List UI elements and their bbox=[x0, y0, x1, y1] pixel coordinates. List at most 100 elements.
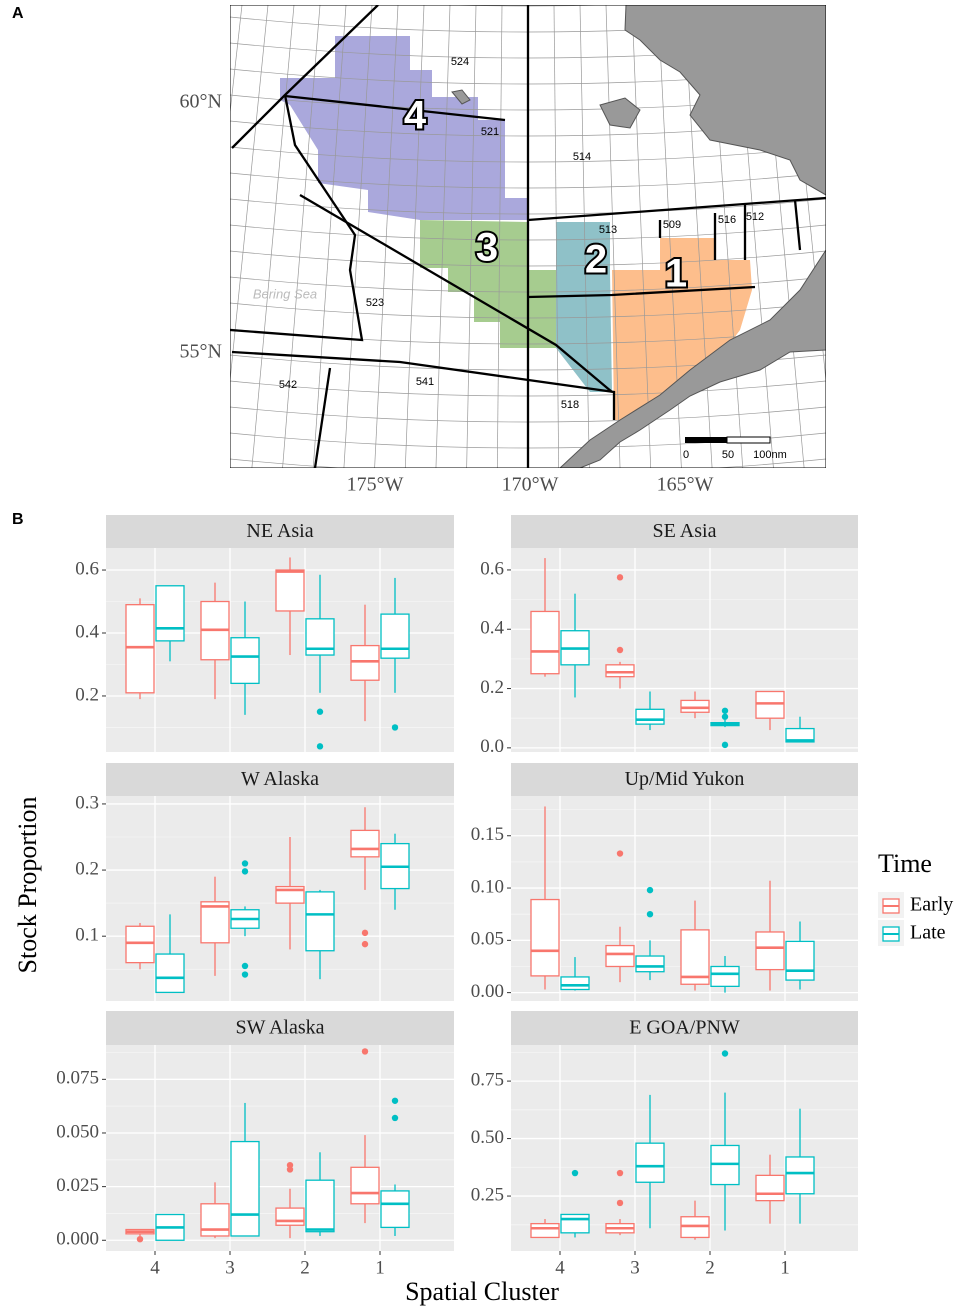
lat-label: 55°N bbox=[180, 341, 222, 363]
land bbox=[559, 249, 826, 468]
y-tick-label: 0.10 bbox=[471, 876, 504, 897]
area-label: 542 bbox=[279, 379, 297, 391]
boundary bbox=[793, 199, 802, 251]
y-axis-title: Stock Proportion bbox=[13, 797, 42, 974]
outlier bbox=[616, 1169, 624, 1177]
island bbox=[599, 97, 641, 129]
area-label: 541 bbox=[416, 376, 434, 388]
box bbox=[200, 1203, 230, 1237]
outlier bbox=[646, 910, 654, 918]
y-tick-label: 0.4 bbox=[480, 618, 504, 639]
box bbox=[155, 585, 185, 642]
y-tick-label: 0.075 bbox=[56, 1068, 99, 1089]
legend-label: Late bbox=[910, 922, 946, 944]
x-tick-label: 4 bbox=[555, 1257, 565, 1278]
outlier bbox=[361, 1048, 369, 1055]
outlier bbox=[721, 707, 729, 714]
meridian bbox=[840, 5, 896, 468]
outlier bbox=[361, 940, 369, 948]
box bbox=[710, 965, 740, 988]
land bbox=[624, 5, 826, 196]
x-tick-label: 4 bbox=[150, 1257, 160, 1278]
cluster-label: 3 bbox=[476, 226, 498, 270]
y-tick-label: 0.3 bbox=[75, 792, 99, 813]
box bbox=[350, 829, 380, 858]
x-tick-label: 1 bbox=[780, 1257, 790, 1278]
cluster-label: 1 bbox=[665, 252, 687, 296]
meridian bbox=[466, 5, 477, 468]
box bbox=[635, 955, 665, 973]
facet-title: W Alaska bbox=[241, 768, 319, 790]
meridian bbox=[251, 5, 295, 468]
strip bbox=[511, 1011, 858, 1045]
area-label: 524 bbox=[451, 56, 469, 68]
outlier bbox=[316, 743, 324, 750]
outlier bbox=[616, 1199, 624, 1207]
island bbox=[451, 89, 471, 105]
meridian bbox=[579, 5, 590, 468]
outlier bbox=[646, 886, 654, 894]
parallel bbox=[230, 458, 826, 468]
box bbox=[275, 569, 305, 612]
lon-label: 175°W bbox=[347, 474, 404, 496]
strip bbox=[511, 763, 858, 796]
boundary bbox=[313, 367, 332, 468]
lon-label: 170°W bbox=[502, 474, 559, 496]
outlier bbox=[136, 1235, 144, 1243]
x-tick-label: 3 bbox=[225, 1257, 235, 1278]
y-tick-label: 0.6 bbox=[75, 558, 99, 579]
y-tick-label: 0.75 bbox=[471, 1069, 504, 1090]
y-tick-label: 0.0 bbox=[480, 736, 504, 757]
box bbox=[605, 664, 635, 678]
outlier bbox=[241, 971, 249, 978]
strip bbox=[106, 763, 454, 796]
outlier bbox=[316, 708, 324, 715]
x-tick-label: 2 bbox=[300, 1257, 310, 1278]
cluster-label: 4 bbox=[404, 94, 427, 138]
facet-title: SW Alaska bbox=[235, 1017, 324, 1039]
outlier bbox=[286, 1166, 294, 1173]
y-tick-label: 0.05 bbox=[471, 929, 504, 950]
x-tick-label: 3 bbox=[630, 1257, 640, 1278]
cluster-region bbox=[420, 220, 556, 348]
box bbox=[275, 1207, 305, 1226]
area-label: 513 bbox=[599, 224, 617, 236]
meridian bbox=[282, 5, 321, 468]
boundary bbox=[527, 285, 756, 299]
box bbox=[560, 976, 590, 991]
outlier bbox=[616, 574, 624, 581]
box bbox=[230, 637, 260, 685]
strip bbox=[106, 1011, 454, 1045]
y-tick-label: 0.00 bbox=[471, 981, 504, 1002]
box bbox=[530, 898, 560, 977]
box bbox=[755, 931, 785, 971]
cluster-region bbox=[280, 36, 528, 220]
boundary bbox=[299, 194, 613, 393]
scale-label: 0 bbox=[683, 449, 689, 461]
scale-label: 100nm bbox=[753, 449, 787, 461]
x-tick-label: 1 bbox=[375, 1257, 385, 1278]
legend-title: Time bbox=[878, 849, 932, 878]
legend-label: Early bbox=[910, 894, 953, 916]
box bbox=[755, 1174, 785, 1202]
facet-title: Up/Mid Yukon bbox=[625, 768, 745, 790]
area-label: 523 bbox=[366, 297, 384, 309]
box bbox=[125, 604, 155, 694]
box bbox=[350, 1166, 380, 1205]
facet-title: SE Asia bbox=[653, 520, 717, 542]
area-label: 521 bbox=[481, 126, 499, 138]
x-tick-label: 2 bbox=[705, 1257, 715, 1278]
boundary bbox=[284, 94, 506, 122]
map-labels: 524 521 514 513 509 516 512 523 542 541 … bbox=[180, 56, 787, 496]
outlier bbox=[616, 646, 624, 654]
box bbox=[200, 901, 230, 944]
panel-label: B bbox=[12, 511, 24, 528]
y-tick-label: 0.25 bbox=[471, 1184, 504, 1205]
y-tick-label: 0.50 bbox=[471, 1127, 504, 1148]
y-tick-label: 0.025 bbox=[56, 1175, 99, 1196]
meridian bbox=[230, 5, 269, 385]
box bbox=[230, 1140, 260, 1237]
area-label: 518 bbox=[561, 399, 579, 411]
